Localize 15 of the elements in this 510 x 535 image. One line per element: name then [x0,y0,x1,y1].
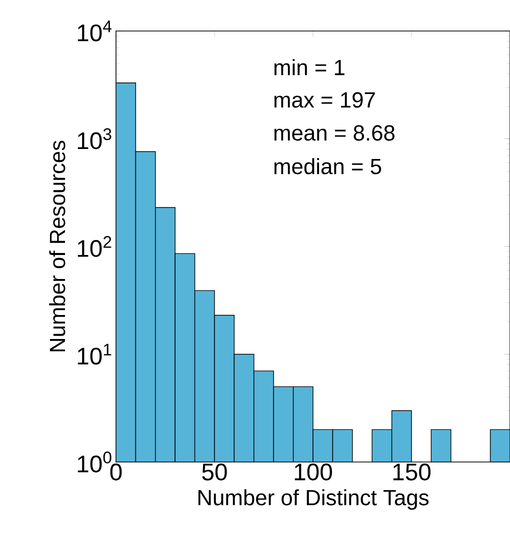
x-axis-title: Number of Distinct Tags [198,489,429,510]
annotation: min = 1 [274,59,344,76]
annotation: mean = 8.68 [274,125,394,141]
y-tick-label: 10$^{2}$ [78,236,112,257]
annotation: median = 5 [274,158,382,174]
y-axis-title: Number of Resources [49,140,66,352]
y-tick-label: 10$^{1}$ [78,344,112,365]
x-tick-label: 0 [110,464,122,480]
x-tick-label: 50 [202,464,227,480]
y-tick-label: 10$^{3}$ [78,128,112,150]
x-tick-label: 150 [393,464,431,480]
annotation: max = 197 [274,92,375,108]
y-tick-label: 10$^{4}$ [78,20,112,42]
x-tick-label: 100 [294,464,332,480]
y-tick-label: 10$^{0}$ [78,452,112,472]
